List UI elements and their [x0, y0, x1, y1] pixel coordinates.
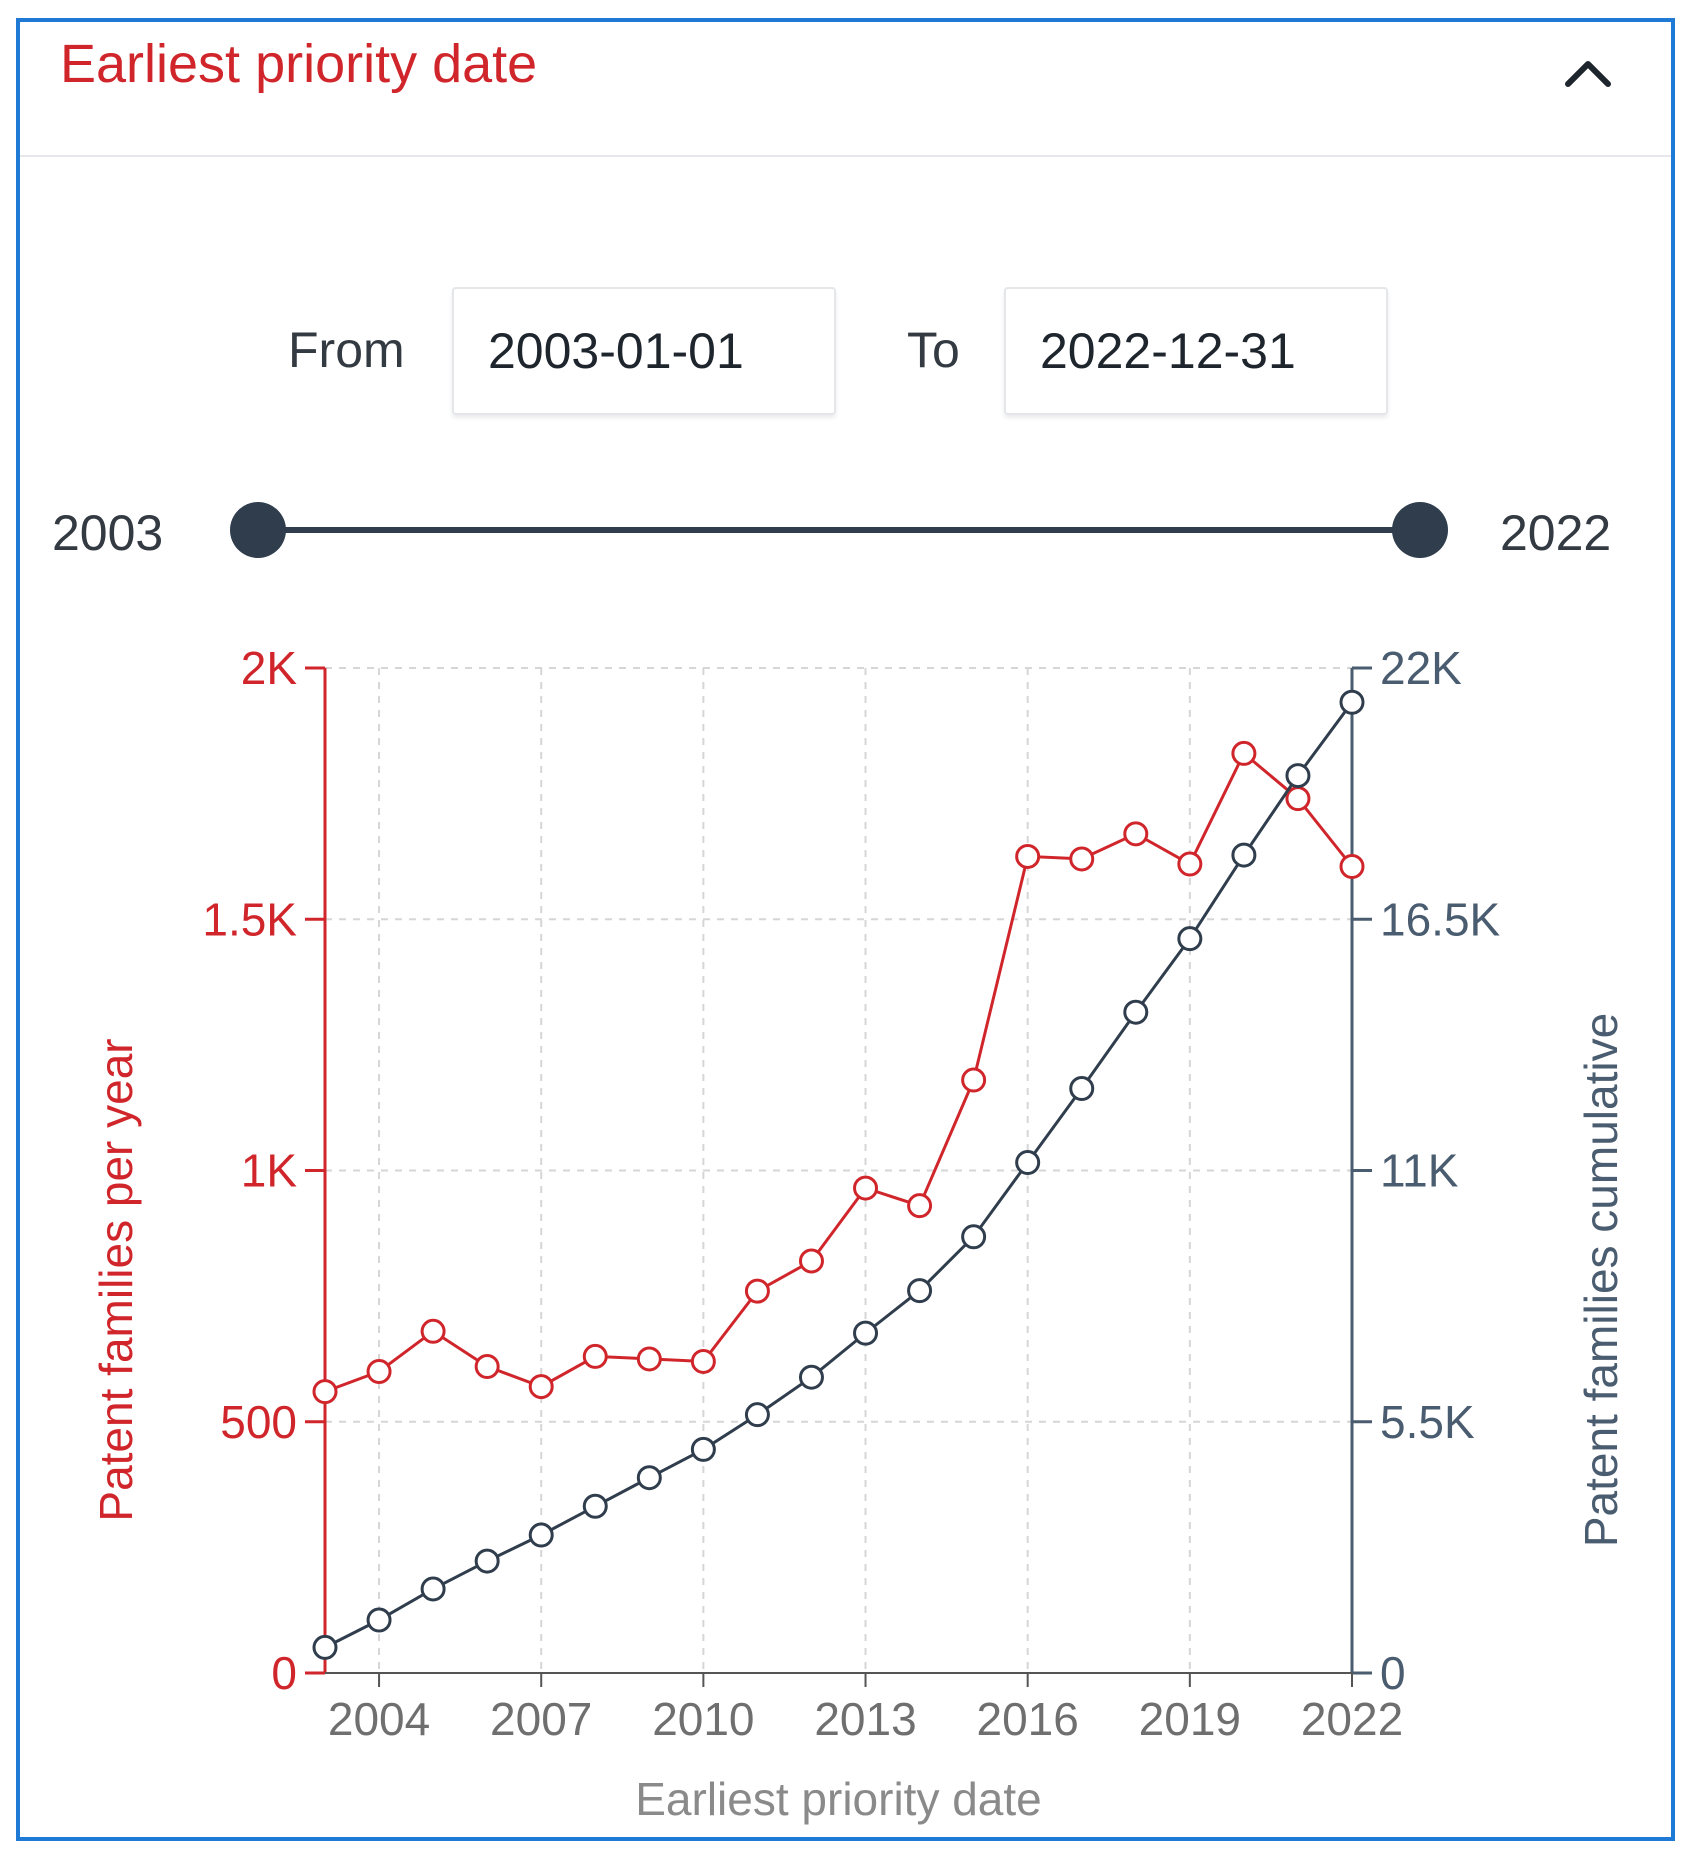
- left-tick-label: 1K: [241, 1145, 298, 1197]
- left-tick-label: 500: [220, 1396, 297, 1448]
- cumulative-data-point: [528, 1522, 554, 1548]
- per-year-data-point: [582, 1343, 608, 1369]
- cumulative-data-point: [1339, 689, 1365, 715]
- from-label: From: [288, 322, 405, 378]
- x-tick-label: 2010: [652, 1693, 754, 1745]
- to-date-input[interactable]: [1004, 287, 1388, 415]
- x-tick-label: 2013: [814, 1693, 916, 1745]
- right-tick-label: 5.5K: [1380, 1396, 1475, 1448]
- per-year-data-point: [1339, 853, 1365, 879]
- x-tick-label: 2019: [1139, 1693, 1241, 1745]
- right-tick-label: 0: [1380, 1647, 1406, 1699]
- per-year-data-point: [853, 1175, 879, 1201]
- slider-end-handle[interactable]: [1392, 502, 1448, 558]
- per-year-data-point: [366, 1359, 392, 1384]
- chevron-up-icon: [1565, 61, 1611, 87]
- year-range-slider: 2003 2022: [20, 492, 1671, 572]
- slider-track[interactable]: [258, 527, 1420, 533]
- x-tick-label: 2016: [977, 1693, 1079, 1745]
- per-year-data-point: [528, 1374, 554, 1400]
- per-year-data-point: [474, 1353, 500, 1379]
- right-tick-label: 22K: [1380, 642, 1462, 694]
- per-year-data-point: [907, 1193, 933, 1219]
- left-tick-label: 1.5K: [202, 893, 297, 945]
- date-range-row: From To: [20, 287, 1671, 417]
- per-year-data-point: [1231, 740, 1257, 766]
- per-year-data-point: [690, 1348, 716, 1374]
- per-year-data-point: [1177, 851, 1203, 877]
- slider-start-handle[interactable]: [230, 502, 286, 558]
- left-tick-label: 2K: [241, 642, 298, 694]
- per-year-data-point: [961, 1067, 987, 1093]
- x-tick-label: 2007: [490, 1693, 592, 1745]
- cumulative-data-point: [1285, 763, 1311, 789]
- patent-families-chart: 0 500 1K 1.5K 2K 0 5.5K 11K 16.5K 22K 2004 2007 2010…: [90, 642, 1627, 1825]
- per-year-data-point: [312, 1379, 338, 1405]
- cumulative-data-point: [961, 1224, 987, 1250]
- per-year-data-point: [1123, 821, 1149, 847]
- cumulative-data-point: [798, 1364, 824, 1390]
- right-tick-label: 11K: [1380, 1145, 1459, 1197]
- cumulative-data-point: [1069, 1076, 1095, 1102]
- slider-min-label: 2003: [52, 505, 164, 561]
- per-year-data-point: [1285, 786, 1311, 812]
- cumulative-data-point: [582, 1493, 608, 1519]
- to-label: To: [907, 322, 960, 378]
- cumulative-data-point: [744, 1402, 770, 1428]
- x-tick-label: 2022: [1301, 1693, 1403, 1745]
- cumulative-data-point: [1231, 842, 1257, 868]
- per-year-data-point: [1015, 843, 1041, 869]
- right-tick-label: 16.5K: [1380, 893, 1501, 945]
- cumulative-data-point: [366, 1607, 392, 1633]
- cumulative-data-point: [474, 1548, 500, 1574]
- left-tick-label: 0: [271, 1647, 297, 1699]
- from-date-input[interactable]: [452, 287, 836, 415]
- slider-max-label: 2022: [1500, 505, 1612, 561]
- cumulative-data-point: [1015, 1150, 1041, 1176]
- cumulative-data-point: [1177, 926, 1203, 952]
- panel-header[interactable]: Earliest priority date: [20, 22, 1671, 157]
- x-axis-title: Earliest priority date: [635, 1773, 1042, 1825]
- per-year-data-point: [420, 1318, 446, 1344]
- cumulative-data-point: [853, 1320, 879, 1346]
- x-tick-label: 2004: [328, 1693, 430, 1745]
- per-year-data-point: [1069, 846, 1095, 872]
- cumulative-data-point: [690, 1436, 716, 1462]
- per-year-series-line: [324, 751, 1354, 1394]
- per-year-data-point: [744, 1278, 770, 1304]
- per-year-data-point: [636, 1346, 662, 1372]
- panel-title: Earliest priority date: [60, 34, 538, 94]
- priority-date-panel: Earliest priority date From To 2003 2022…: [16, 18, 1675, 1841]
- cumulative-data-point: [420, 1576, 446, 1602]
- cumulative-data-point: [636, 1465, 662, 1491]
- cumulative-data-point: [312, 1634, 338, 1660]
- right-axis-title: Patent families cumulative: [1575, 1013, 1627, 1547]
- collapse-button[interactable]: [1553, 38, 1623, 108]
- cumulative-data-point: [1123, 999, 1149, 1025]
- left-axis-title: Patent families per year: [90, 1038, 142, 1521]
- cumulative-data-point: [907, 1278, 933, 1304]
- per-year-data-point: [798, 1248, 824, 1274]
